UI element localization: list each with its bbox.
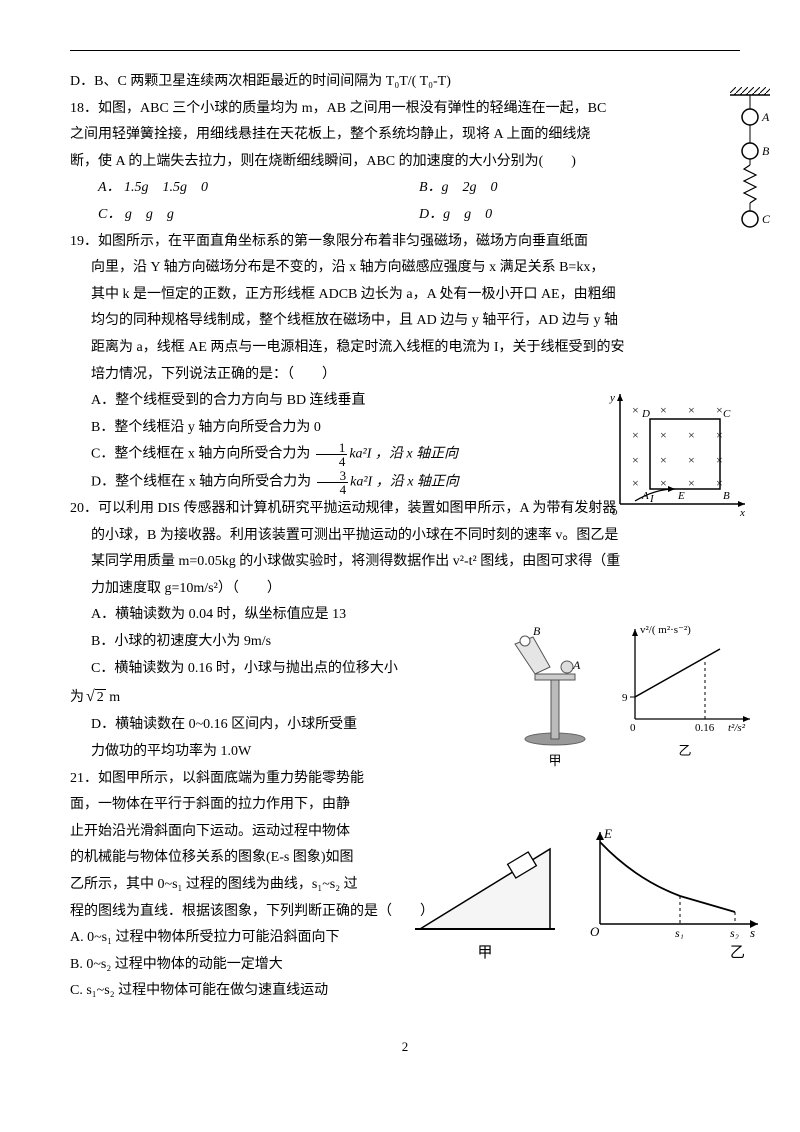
q20-l2: 的小球，B 为接收器。利用该装置可测出平抛运动的小球在不同时刻的速率 v。图乙是 (70, 523, 740, 550)
q18-line1: 18．如图，ABC 三个小球的质量均为 m，AB 之间用一根没有弹性的轻绳连在一… (70, 96, 740, 123)
q19-l4: 均匀的同种规格导线制成，整个线框放在磁场中，且 AD 边与 y 轴平行，AD 边… (70, 308, 740, 335)
svg-text:×: × (688, 453, 695, 467)
svg-text:×: × (716, 428, 723, 442)
svg-text:×: × (716, 403, 723, 417)
q21-optC: C. s₁~s₂ 过程中物体可能在做匀速直线运动 (70, 978, 740, 1005)
q18-optD: D．g g 0 (419, 202, 740, 229)
es-O: O (590, 924, 600, 939)
q17-optD: D．B、C 两颗卫星连续两次相距最近的时间间隔为 T₀T/( T₀-T) (70, 69, 740, 96)
svg-text:×: × (632, 403, 639, 417)
figure-q21-incline: 甲 (410, 829, 560, 968)
q20-l3: 某同学用质量 m=0.05kg 的小球做实验时，将测得数据作出 v²-t² 图线… (70, 549, 740, 576)
q18-optC: C． g g g (98, 202, 419, 229)
figure-q20-chart: 9 0 0.16 v²/( m²·s⁻²) t²/s² 乙 (610, 619, 760, 764)
q18-opts-row1: A． 1.5g 1.5g 0 B．g 2g 0 (98, 175, 740, 202)
q19-l2: 向里，沿 Y 轴方向磁场分布是不变的，沿 x 轴方向磁感应强度与 x 满足关系 … (70, 255, 740, 282)
q18-opts-row2: C． g g g D．g g 0 (98, 202, 740, 229)
svg-text:×: × (660, 428, 667, 442)
coord-I: I (649, 493, 655, 505)
figure-q18-spring: A B C (730, 87, 770, 237)
svg-text:×: × (688, 403, 695, 417)
q19-l5: 距离为 a，线框 AE 两点与一电源相连，稳定时流入线框的电流为 I，关于线框受… (70, 335, 740, 362)
chart-tick0: 0 (630, 722, 636, 734)
svg-text:×: × (632, 476, 639, 490)
q19-l3: 其中 k 是一恒定的正数，正方形线框 ADCB 边长为 a，A 处有一极小开口 … (70, 282, 740, 309)
es-s1: s₁ (675, 926, 684, 939)
coord-A: A (641, 490, 649, 502)
coord-x: x (739, 507, 745, 519)
coord-E: E (677, 490, 685, 502)
top-rule (70, 50, 740, 51)
device-B: B (533, 624, 541, 638)
svg-text:×: × (632, 428, 639, 442)
q18-optB: B．g 2g 0 (419, 175, 740, 202)
svg-text:×: × (716, 476, 723, 490)
es-E: E (603, 826, 612, 841)
svg-text:×: × (660, 403, 667, 417)
page-content: A B C D．B、C 两颗卫星连续两次相距最近的时间间隔为 T₀T/( T₀-… (70, 69, 740, 1005)
q21-l2: 面，一物体在平行于斜面的拉力作用下，由静 (70, 792, 740, 819)
chart-ylab: v²/( m²·s⁻²) (640, 624, 691, 636)
svg-text:×: × (688, 428, 695, 442)
es-s2: s₂ (730, 926, 739, 939)
q21-l1: 21．如图甲所示，以斜面底端为重力势能零势能 (70, 766, 740, 793)
chart-tickx: 0.16 (695, 722, 715, 734)
device-caption: 甲 (505, 749, 605, 774)
coord-C: C (723, 408, 731, 420)
q20-l4: 力加速度取 g=10m/s²）（ ） (70, 576, 740, 603)
page-number: 2 (70, 1035, 740, 1060)
chart-caption: 乙 (610, 739, 760, 764)
label-C: C (762, 212, 770, 226)
coord-B: B (723, 490, 730, 502)
q18-line2: 之间用轻弹簧拴接，用细线悬挂在天花板上，整个系统均静止，现将 A 上面的细线烧 (70, 122, 740, 149)
es-s: s (750, 925, 755, 939)
es-caption: 乙 (580, 939, 765, 968)
figure-q21-es: E s O s₁ s₂ 乙 (580, 824, 765, 968)
q19-l1: 19．如图所示，在平面直角坐标系的第一象限分布着非匀强磁场，磁场方向垂直纸面 (70, 229, 740, 256)
svg-text:×: × (716, 453, 723, 467)
device-A: A (572, 658, 581, 672)
figure-q20-device: A B 甲 (505, 619, 605, 774)
svg-text:×: × (632, 453, 639, 467)
coord-D: D (641, 408, 650, 420)
svg-text:×: × (660, 476, 667, 490)
incline-caption: 甲 (410, 939, 560, 968)
label-B: B (762, 144, 770, 158)
svg-text:×: × (660, 453, 667, 467)
label-A: A (761, 110, 770, 124)
figure-q19-coord: × × × × × × × × × × × × × × × × y x o D C A E B I (600, 389, 750, 519)
chart-tick9: 9 (622, 692, 628, 704)
chart-xlab: t²/s² (728, 722, 746, 734)
q18-optA: A． 1.5g 1.5g 0 (98, 175, 419, 202)
q18-line3: 断，使 A 的上端失去拉力，则在烧断细线瞬间，ABC 的加速度的大小分别为( ) (70, 149, 740, 176)
svg-text:×: × (688, 476, 695, 490)
coord-o: o (612, 506, 618, 518)
q19-l6: 培力情况，下列说法正确的是：（ ） (70, 362, 740, 389)
coord-y: y (609, 392, 615, 404)
